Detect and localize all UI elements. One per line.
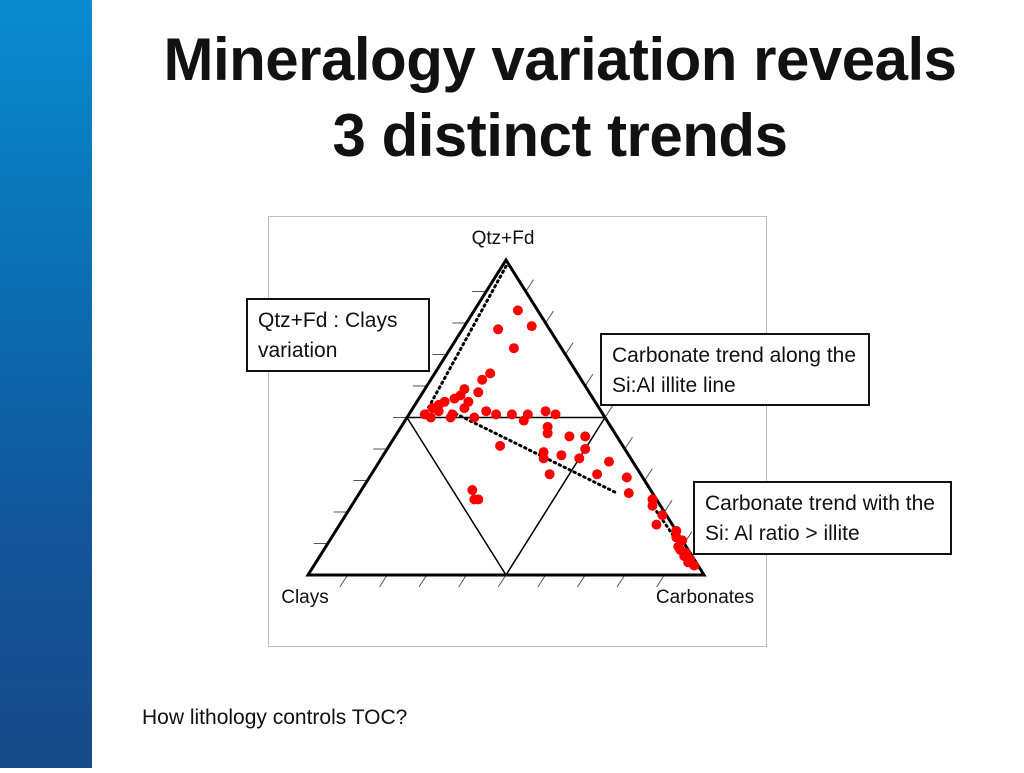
- chart-frame: [268, 216, 767, 647]
- data-point: [459, 403, 470, 414]
- data-point: [491, 409, 502, 420]
- data-point: [657, 510, 668, 521]
- trend-line-1: [423, 264, 508, 416]
- data-point: [433, 406, 444, 417]
- data-point: [550, 409, 561, 420]
- data-point: [689, 560, 700, 571]
- tick-bottom: [577, 574, 586, 588]
- annotation-carbonate-illite-text: Carbonate trend along the Si:Al illite l…: [612, 344, 857, 397]
- tick-right: [525, 279, 534, 292]
- tick-bottom: [656, 574, 665, 588]
- tick-right: [545, 310, 554, 324]
- data-point: [493, 324, 504, 335]
- tick-right: [584, 373, 594, 387]
- data-point: [495, 440, 506, 451]
- data-point: [512, 305, 523, 316]
- tick-bottom: [418, 574, 428, 588]
- tick-bottom: [379, 574, 388, 588]
- data-point: [526, 321, 537, 332]
- vertex-label-carbonates: Carbonates: [656, 587, 754, 608]
- data-point: [467, 485, 478, 495]
- data-points: [419, 305, 700, 571]
- tick-marks: [313, 279, 693, 588]
- data-point: [469, 494, 480, 505]
- data-point: [651, 519, 662, 530]
- annotation-carbonate-ratio-text: Carbonate trend with the Si: Al ratio > …: [705, 492, 935, 545]
- data-point: [540, 406, 551, 417]
- vertex-label-clays: Clays: [281, 587, 329, 608]
- inner-triangle: [405, 416, 607, 577]
- tick-right: [604, 405, 614, 418]
- data-point: [621, 472, 632, 483]
- sidebar-gradient: [0, 0, 92, 768]
- tick-bottom: [458, 574, 467, 588]
- title-line-2: 3 distinct trends: [332, 102, 788, 169]
- data-point: [542, 428, 553, 439]
- data-point: [506, 409, 517, 420]
- tick-right: [564, 342, 574, 355]
- tick-bottom: [497, 574, 507, 588]
- data-point: [518, 415, 529, 426]
- data-point: [647, 500, 658, 511]
- triangle-frame: [305, 257, 707, 577]
- data-point: [469, 412, 480, 423]
- data-point: [580, 431, 591, 442]
- tick-bottom: [339, 574, 349, 588]
- data-point: [544, 469, 555, 480]
- data-point: [449, 393, 460, 404]
- data-point: [556, 450, 567, 461]
- title-line-1: Mineralogy variation reveals: [163, 26, 957, 93]
- data-point: [592, 469, 603, 480]
- data-point: [538, 447, 549, 458]
- data-point: [623, 488, 634, 499]
- data-point: [580, 444, 591, 454]
- data-point: [477, 374, 488, 385]
- tick-right: [624, 436, 633, 450]
- annotation-carbonate-illite: Carbonate trend along the Si:Al illite l…: [600, 333, 870, 406]
- data-point: [604, 456, 614, 467]
- trend-line-2: [449, 409, 619, 495]
- tick-right: [644, 468, 653, 481]
- vertex-label-qtzfd: Qtz+Fd: [472, 228, 535, 249]
- tick-bottom: [537, 574, 547, 588]
- data-point: [485, 368, 496, 379]
- data-point: [425, 412, 436, 423]
- annotation-qtz-clays: Qtz+Fd : Clays variation: [246, 298, 430, 372]
- tick-bottom: [616, 574, 626, 588]
- data-point: [481, 406, 492, 417]
- data-point: [564, 431, 575, 442]
- data-point: [574, 453, 585, 464]
- annotation-carbonate-ratio: Carbonate trend with the Si: Al ratio > …: [693, 481, 952, 555]
- page-title: Mineralogy variation reveals 3 distinct …: [140, 22, 980, 174]
- annotation-qtz-clays-text: Qtz+Fd : Clays variation: [258, 309, 398, 362]
- data-point: [445, 412, 456, 423]
- tick-right: [663, 499, 673, 513]
- footer-question: How lithology controls TOC?: [142, 706, 408, 729]
- data-point: [473, 387, 484, 398]
- data-point: [508, 343, 519, 354]
